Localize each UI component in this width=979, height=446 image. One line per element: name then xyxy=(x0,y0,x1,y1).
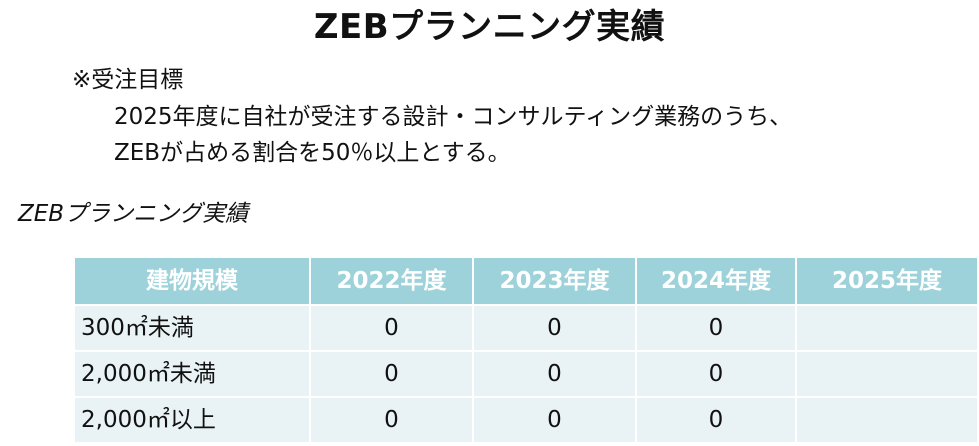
table-row: 2,000㎡未満 0 0 0 xyxy=(73,350,979,398)
table-cell: 0 xyxy=(472,304,637,352)
goal-text-line-1: 2025年度に自社が受注する設計・コンサルティング業務のうち、 xyxy=(114,104,793,130)
table-row: 300㎡未満 0 0 0 xyxy=(73,304,979,352)
table-cell: 0 xyxy=(472,396,637,444)
table-row: 2,000㎡以上 0 0 0 xyxy=(73,396,979,444)
table-cell: 0 xyxy=(635,304,797,352)
table-cell xyxy=(795,350,979,398)
row-label: 300㎡未満 xyxy=(73,304,311,352)
table-cell: 0 xyxy=(635,396,797,444)
header-2023: 2023年度 xyxy=(472,256,637,306)
table-header-row: 建物規模 2022年度 2023年度 2024年度 2025年度 xyxy=(73,256,979,306)
table-cell xyxy=(795,396,979,444)
results-table: 建物規模 2022年度 2023年度 2024年度 2025年度 300㎡未満 … xyxy=(73,256,979,444)
row-label: 2,000㎡未満 xyxy=(73,350,311,398)
table-cell: 0 xyxy=(635,350,797,398)
header-2024: 2024年度 xyxy=(635,256,797,306)
header-building-size: 建物規模 xyxy=(73,256,311,306)
goal-heading: ※受注目標 xyxy=(72,67,184,93)
row-label: 2,000㎡以上 xyxy=(73,396,311,444)
table-cell: 0 xyxy=(309,304,474,352)
page-title: ZEBプランニング実績 xyxy=(313,7,666,47)
table-cell: 0 xyxy=(309,350,474,398)
table-cell: 0 xyxy=(309,396,474,444)
table-cell: 0 xyxy=(472,350,637,398)
section-caption: ZEBプランニング実績 xyxy=(18,201,249,227)
header-2022: 2022年度 xyxy=(309,256,474,306)
table-cell xyxy=(795,304,979,352)
goal-text-line-2: ZEBが占める割合を50％以上とする。 xyxy=(114,140,511,166)
header-2025: 2025年度 xyxy=(795,256,979,306)
